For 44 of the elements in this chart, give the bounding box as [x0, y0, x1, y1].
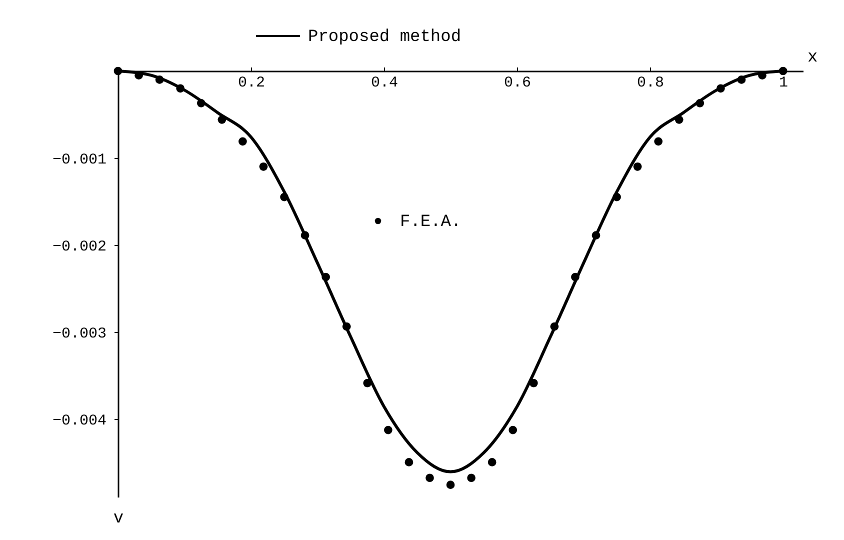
x-tick-label: 0.4 [371, 74, 398, 92]
point [322, 272, 330, 282]
point [238, 137, 247, 146]
x-tick-label: 0.6 [504, 74, 532, 92]
y-axis-title: v [113, 510, 124, 528]
point [342, 322, 351, 331]
point [612, 192, 621, 202]
point [508, 426, 518, 434]
y-tick-label: −0.003 [52, 325, 106, 342]
x-tick-label: 0.2 [238, 74, 266, 92]
point [259, 162, 268, 171]
y-tick-label: −0.004 [52, 412, 106, 430]
x-tick-label: 0.8 [637, 74, 664, 92]
point [300, 231, 310, 240]
point [592, 231, 600, 240]
point [571, 272, 580, 282]
point [488, 458, 496, 466]
y-tick-label: −0.001 [52, 151, 106, 168]
point [155, 76, 164, 84]
legend-label: Proposed method [308, 28, 462, 47]
point [778, 66, 788, 76]
point [467, 474, 476, 482]
point [176, 84, 185, 93]
point [114, 66, 122, 76]
point [404, 458, 414, 466]
point [363, 378, 372, 388]
point [716, 84, 725, 93]
point [446, 480, 455, 490]
point [737, 76, 746, 84]
x-tick-label: 1 [779, 74, 788, 92]
y-tick-label: −0.002 [52, 238, 106, 256]
point [426, 474, 434, 482]
point [654, 137, 663, 146]
point [384, 426, 392, 434]
x-axis-title: x [808, 48, 818, 68]
point [529, 378, 538, 388]
point [196, 98, 206, 108]
point [696, 98, 704, 108]
legend-label: F.E.A. [400, 213, 462, 232]
point [633, 162, 642, 171]
point [550, 322, 559, 331]
point [218, 116, 226, 124]
point [674, 116, 684, 124]
point [280, 192, 288, 202]
